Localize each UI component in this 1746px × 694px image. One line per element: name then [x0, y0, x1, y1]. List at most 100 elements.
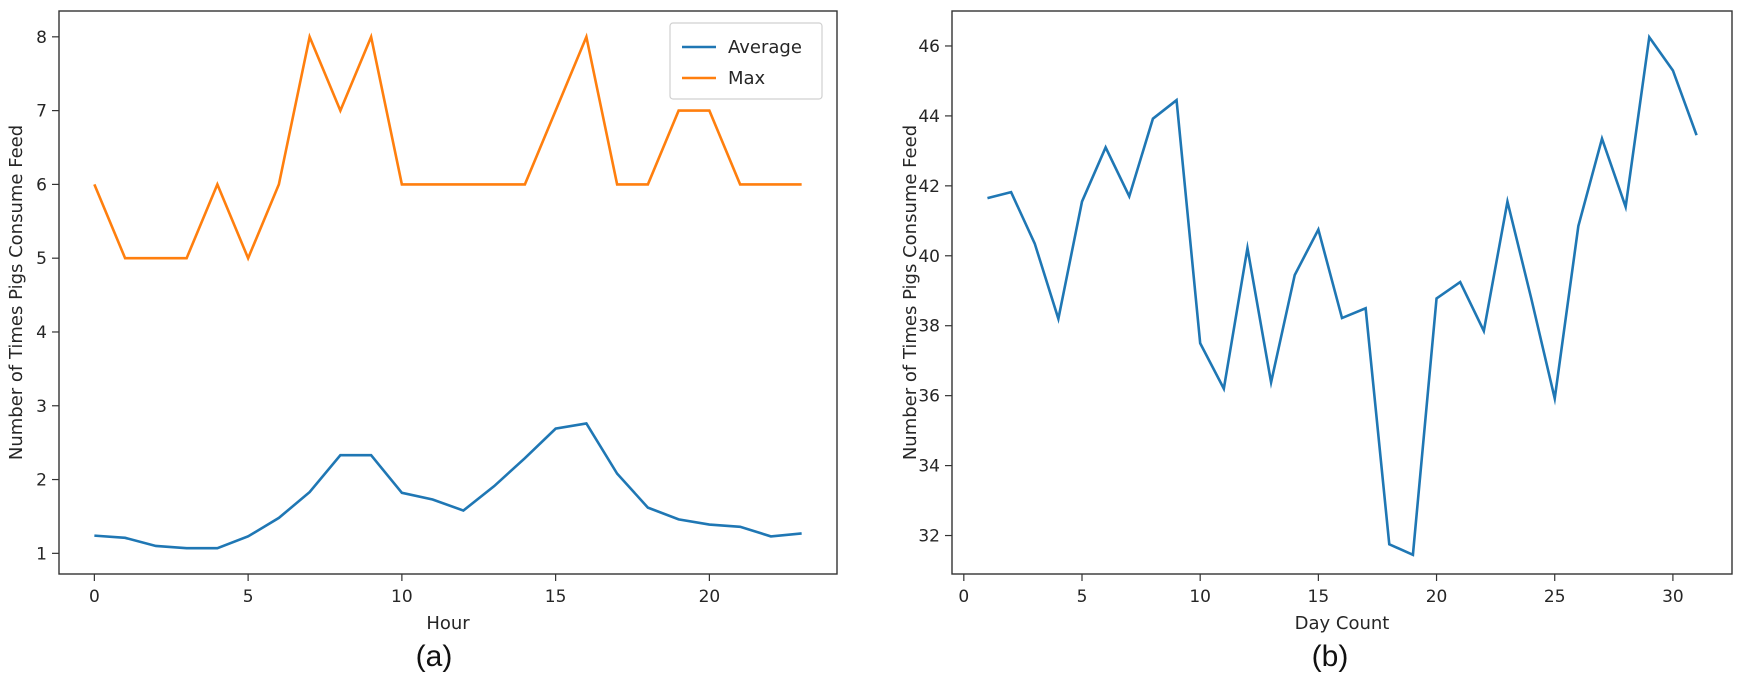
data-point — [615, 182, 619, 186]
data-point — [338, 108, 342, 112]
y-tick-label: 44 — [918, 107, 940, 127]
data-point — [1198, 341, 1202, 345]
data-point — [1269, 380, 1273, 384]
data-point — [369, 35, 373, 39]
y-tick-label: 38 — [918, 317, 940, 337]
data-point — [646, 505, 650, 509]
data-point — [1316, 227, 1320, 231]
x-tick-label: 30 — [1662, 587, 1684, 607]
data-point — [769, 534, 773, 538]
data-point — [1056, 317, 1060, 321]
data-point — [1458, 280, 1462, 284]
x-tick-label: 20 — [699, 587, 721, 607]
legend: Average Max — [669, 22, 823, 100]
data-point — [707, 108, 711, 112]
x-tick-label: 10 — [391, 587, 413, 607]
data-point — [584, 35, 588, 39]
figure-caption: (b) — [1312, 640, 1349, 673]
data-point — [676, 517, 680, 521]
chart-panel-b: 0 5 10 15 20 25 30 32 34 36 38 40 42 44 46 Day Count Num… — [900, 10, 1733, 673]
data-point — [1151, 117, 1155, 121]
data-point — [799, 182, 803, 186]
x-axis-label: Day Count — [1295, 613, 1390, 634]
y-tick-label: 2 — [36, 471, 47, 491]
data-point — [184, 256, 188, 260]
data-point — [1363, 306, 1367, 310]
data-point — [799, 531, 803, 535]
data-point — [246, 256, 250, 260]
legend-label-average: Average — [728, 37, 802, 58]
data-point — [1482, 329, 1486, 333]
data-point — [430, 182, 434, 186]
data-point — [1222, 386, 1226, 390]
data-point — [1127, 194, 1131, 198]
data-point — [1671, 68, 1675, 72]
data-point — [154, 544, 158, 548]
data-point — [676, 108, 680, 112]
data-point — [123, 256, 127, 260]
data-point — [738, 182, 742, 186]
data-point — [1174, 98, 1178, 102]
data-point — [461, 182, 465, 186]
plot-frame — [951, 10, 1733, 575]
x-tick-label: 15 — [545, 587, 567, 607]
data-point — [1576, 224, 1580, 228]
data-point — [1623, 205, 1627, 209]
plot-frame — [58, 10, 838, 575]
y-tick-label: 6 — [36, 175, 47, 195]
data-point — [584, 421, 588, 425]
data-point — [1033, 241, 1037, 245]
data-point — [553, 426, 557, 430]
data-point — [492, 484, 496, 488]
series-line-max — [93, 32, 802, 262]
y-axis-label: Number of Times Pigs Consume Feed — [6, 125, 27, 460]
data-point — [338, 453, 342, 457]
x-tick-label: 15 — [1308, 587, 1330, 607]
data-point — [461, 508, 465, 512]
y-tick-label: 3 — [36, 397, 47, 417]
data-point — [369, 453, 373, 457]
data-point — [1103, 145, 1107, 149]
data-point — [277, 182, 281, 186]
data-point — [523, 182, 527, 186]
data-point — [1505, 199, 1509, 203]
data-point — [1293, 273, 1297, 277]
data-point — [707, 522, 711, 526]
y-tick-label: 42 — [918, 177, 940, 197]
data-point — [985, 196, 989, 200]
y-tick-label: 34 — [918, 457, 940, 477]
data-point — [215, 546, 219, 550]
data-point — [1600, 136, 1604, 140]
data-point — [1694, 133, 1698, 137]
data-point — [615, 471, 619, 475]
data-point — [92, 533, 96, 537]
chart-panel-a: 0 5 10 15 20 1 2 3 4 5 6 7 8 Hour Number of Times Pigs… — [6, 10, 838, 673]
data-point — [523, 456, 527, 460]
data-point — [400, 491, 404, 495]
data-point — [1340, 316, 1344, 320]
y-tick-label: 40 — [918, 247, 940, 267]
data-point — [646, 182, 650, 186]
data-point — [246, 534, 250, 538]
y-tick-label: 7 — [36, 102, 47, 122]
y-tick-label: 4 — [36, 323, 47, 343]
x-tick-label: 5 — [1077, 587, 1088, 607]
figure-caption: (a) — [416, 640, 453, 673]
data-point — [430, 497, 434, 501]
x-tick-label: 25 — [1544, 587, 1566, 607]
y-tick-label: 5 — [36, 249, 47, 269]
y-tick-label: 1 — [36, 544, 47, 564]
data-point — [1434, 296, 1438, 300]
x-tick-label: 0 — [958, 587, 969, 607]
legend-label-max: Max — [728, 68, 766, 89]
data-point — [553, 108, 557, 112]
data-point — [1245, 246, 1249, 250]
data-point — [215, 182, 219, 186]
legend-box — [669, 22, 823, 100]
y-tick-label: 36 — [918, 387, 940, 407]
series-line-daily — [987, 33, 1698, 557]
data-point — [1647, 35, 1651, 39]
data-point — [1387, 542, 1391, 546]
